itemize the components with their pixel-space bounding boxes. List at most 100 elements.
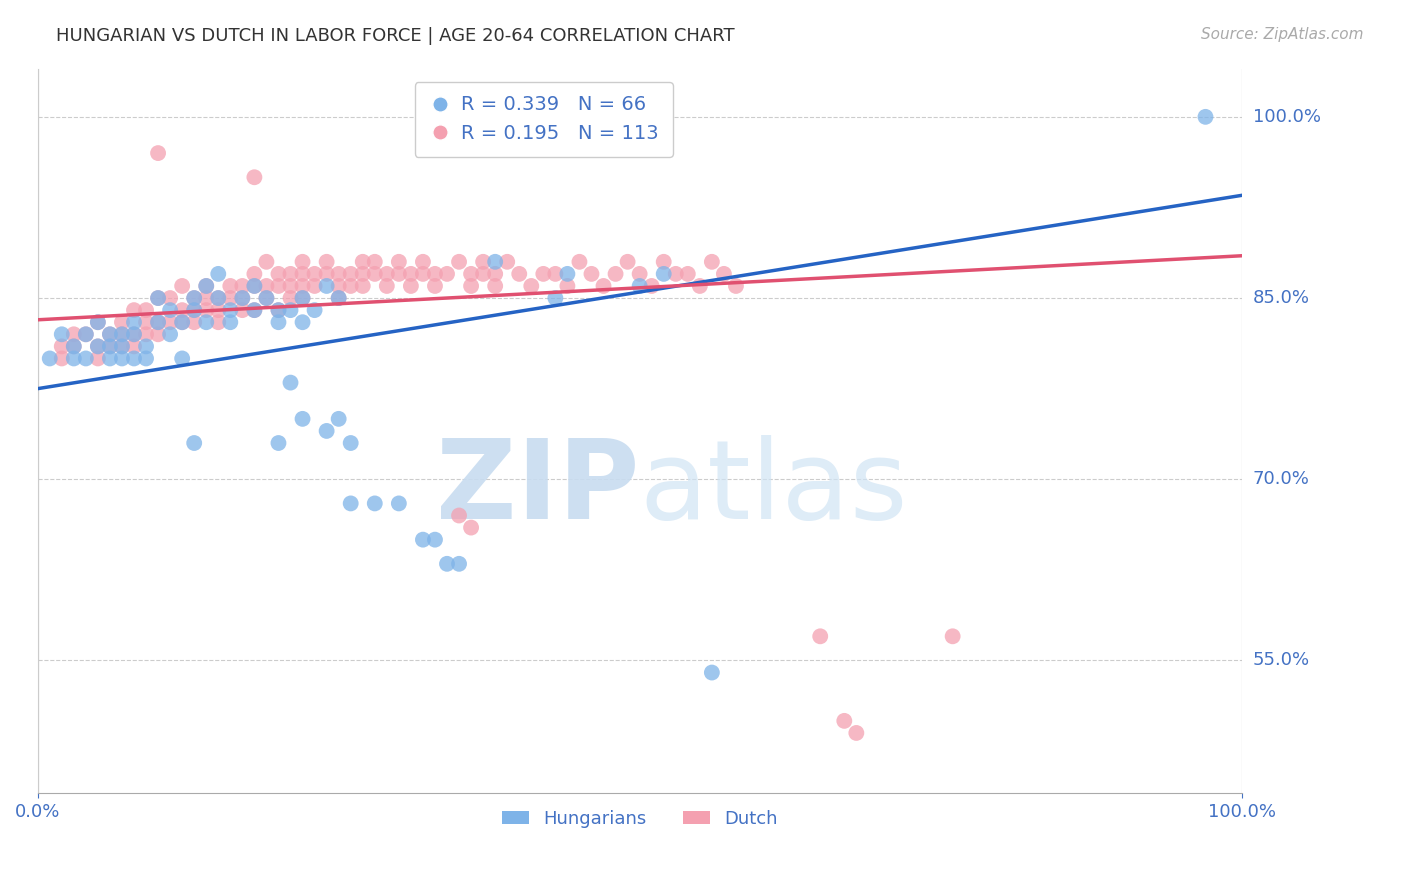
Point — [207, 315, 229, 329]
Point — [388, 267, 411, 281]
Point — [195, 279, 218, 293]
Point — [472, 255, 495, 269]
Point — [51, 327, 73, 342]
Point — [328, 267, 350, 281]
Point — [304, 303, 326, 318]
Point — [652, 255, 675, 269]
Point — [267, 267, 290, 281]
Point — [243, 303, 266, 318]
Point — [172, 351, 194, 366]
Point — [207, 291, 229, 305]
Point — [111, 327, 134, 342]
Point — [172, 303, 194, 318]
Point — [87, 339, 110, 353]
Point — [195, 315, 218, 329]
Text: Source: ZipAtlas.com: Source: ZipAtlas.com — [1201, 27, 1364, 42]
Point — [412, 533, 434, 547]
Point — [243, 267, 266, 281]
Point — [942, 629, 965, 643]
Point — [665, 267, 688, 281]
Point — [652, 267, 675, 281]
Point — [267, 303, 290, 318]
Point — [254, 279, 277, 293]
Point — [98, 351, 121, 366]
Point — [146, 327, 169, 342]
Point — [375, 279, 398, 293]
Point — [207, 267, 229, 281]
Point — [447, 508, 470, 523]
Point — [352, 267, 374, 281]
Point — [291, 291, 314, 305]
Point — [484, 279, 506, 293]
Point — [172, 315, 194, 329]
Point — [231, 279, 253, 293]
Point — [219, 303, 242, 318]
Point — [254, 255, 277, 269]
Point — [243, 303, 266, 318]
Point — [219, 279, 242, 293]
Point — [315, 267, 337, 281]
Point — [51, 339, 73, 353]
Point — [291, 412, 314, 426]
Text: 70.0%: 70.0% — [1253, 470, 1309, 488]
Point — [267, 436, 290, 450]
Point — [423, 533, 446, 547]
Point — [460, 279, 482, 293]
Point — [484, 267, 506, 281]
Point — [243, 279, 266, 293]
Point — [616, 255, 638, 269]
Point — [172, 279, 194, 293]
Point — [388, 255, 411, 269]
Point — [291, 255, 314, 269]
Point — [328, 412, 350, 426]
Point — [280, 376, 302, 390]
Point — [62, 327, 84, 342]
Point — [183, 303, 205, 318]
Point — [111, 327, 134, 342]
Point — [254, 291, 277, 305]
Point — [87, 315, 110, 329]
Point — [183, 303, 205, 318]
Point — [581, 267, 603, 281]
Point — [328, 291, 350, 305]
Point — [159, 327, 181, 342]
Point — [75, 351, 97, 366]
Point — [412, 255, 434, 269]
Point — [135, 315, 157, 329]
Point — [62, 339, 84, 353]
Point — [557, 279, 579, 293]
Point — [412, 267, 434, 281]
Point — [628, 279, 651, 293]
Point — [135, 351, 157, 366]
Point — [531, 267, 554, 281]
Point — [291, 279, 314, 293]
Point — [111, 315, 134, 329]
Point — [339, 267, 361, 281]
Point — [122, 315, 145, 329]
Point — [605, 267, 627, 281]
Point — [159, 291, 181, 305]
Point — [436, 557, 458, 571]
Point — [183, 436, 205, 450]
Point — [75, 327, 97, 342]
Point — [135, 339, 157, 353]
Point — [122, 327, 145, 342]
Point — [592, 279, 614, 293]
Point — [339, 279, 361, 293]
Point — [159, 315, 181, 329]
Point — [122, 351, 145, 366]
Point — [38, 351, 60, 366]
Point — [219, 315, 242, 329]
Point — [122, 327, 145, 342]
Point — [1194, 110, 1216, 124]
Point — [628, 267, 651, 281]
Text: ZIP: ZIP — [436, 435, 640, 542]
Point — [87, 339, 110, 353]
Point — [640, 279, 662, 293]
Point — [423, 267, 446, 281]
Point — [195, 279, 218, 293]
Point — [352, 279, 374, 293]
Point — [122, 339, 145, 353]
Legend: Hungarians, Dutch: Hungarians, Dutch — [495, 803, 785, 835]
Point — [724, 279, 747, 293]
